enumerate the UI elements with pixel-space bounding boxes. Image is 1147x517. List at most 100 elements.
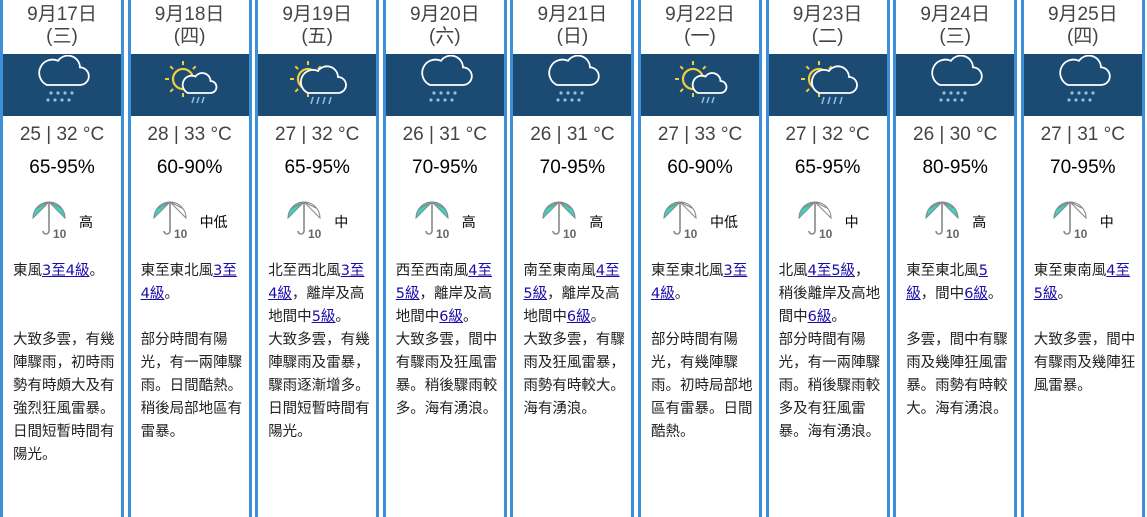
umbrella-icon: 10 <box>924 200 966 244</box>
wind-force-link[interactable]: 4至5級 <box>523 263 620 302</box>
forecast-day: 9月20日 (六) 26 | 31 °C 70-95% 10 高 西至西南風4至5級… <box>382 0 507 517</box>
cloud-rain-icon <box>537 54 607 115</box>
wind-force-link[interactable]: 3至4級 <box>268 263 365 302</box>
wind-forecast: 北至西北風3至4級，離岸及高地間中5級。 <box>268 260 370 329</box>
wind-text: 。 <box>89 263 104 279</box>
wind-force-link[interactable]: 3至4級 <box>651 263 748 302</box>
wind-force-link[interactable]: 4至5級 <box>395 263 493 302</box>
temperature-range: 25 | 32 °C <box>19 124 105 145</box>
humidity-range: 80-95% <box>922 157 988 178</box>
weekday-label: (四) <box>173 26 206 47</box>
wind-force-link[interactable]: 6級 <box>439 309 464 325</box>
weather-description: 大致多雲，有幾陣驟雨及雷暴，驟雨逐漸增多。日間短暫時間有陽光。 <box>268 332 370 440</box>
weekday-label: (六) <box>428 26 461 47</box>
wind-text: 。 <box>674 286 690 302</box>
humidity-range: 65-95% <box>284 157 350 178</box>
wind-forecast: 東至東北風3至4級。 <box>651 260 753 306</box>
rain-probability-label: 高 <box>461 215 476 231</box>
umbrella-icon: 10 <box>286 200 328 244</box>
wind-text: 東至東北風 <box>140 263 214 279</box>
date-label: 9月21日 <box>537 4 608 25</box>
rain-probability-label: 高 <box>79 215 93 231</box>
weekday-label: (日) <box>556 26 589 47</box>
weather-icon-band <box>641 54 759 116</box>
svg-text:10: 10 <box>563 227 577 240</box>
humidity-range: 70-95% <box>1050 157 1116 178</box>
forecast-day: 9月19日 (五) 27 | 32 °C 65-95% 10 中 北至西北風3至4級… <box>255 0 380 517</box>
humidity-range: 60-90% <box>156 157 223 178</box>
wind-forecast: 北風4至5級，稍後離岸及高地間中6級。 <box>779 260 881 329</box>
wind-text: 。 <box>831 309 846 325</box>
rain-probability-label: 高 <box>972 215 987 231</box>
wind-force-link[interactable]: 5級 <box>906 263 988 302</box>
weather-icon-band <box>3 54 121 116</box>
sun-behind-rain-cloud-icon <box>793 55 863 115</box>
forecast-date: 9月20日 (六) <box>386 0 504 54</box>
rain-probability-label: 中低 <box>199 215 228 231</box>
temperature-range: 26 | 30 °C <box>913 124 998 145</box>
sun-cloud-rain-icon <box>665 55 735 115</box>
weekday-label: (三) <box>46 26 78 47</box>
temperature-range: 27 | 32 °C <box>785 124 870 145</box>
wind-forecast: 東至東北風5級，間中6級。 <box>906 260 1008 306</box>
umbrella-icon: 10 <box>797 200 839 244</box>
rain-probability: 10 高 <box>3 200 121 244</box>
forecast-day: 9月25日 (四) 27 | 31 °C 70-95% 10 中 東至東南風4至5級… <box>1020 0 1145 517</box>
date-label: 9月17日 <box>27 4 97 25</box>
weather-description: 大致多雲，有幾陣驟雨，初時雨勢有時頗大及有強烈狂風雷暴。日間短暫時間有陽光。 <box>13 332 115 463</box>
wind-text: 東風 <box>13 263 42 279</box>
weather-description: 大致多雲，間中有驟雨及狂風雷暴。稍後驟雨較多。海有湧浪。 <box>395 332 498 417</box>
svg-text:10: 10 <box>819 227 833 240</box>
humidity-range: 70-95% <box>412 157 478 178</box>
wind-force-link[interactable]: 6級 <box>566 309 591 325</box>
wind-force-link[interactable]: 5級 <box>311 309 336 325</box>
temperature-range: 27 | 33 °C <box>657 124 743 145</box>
wind-text: 。 <box>164 286 179 302</box>
cloud-rain-icon <box>1048 54 1118 115</box>
weather-icon-band <box>385 54 504 116</box>
umbrella-icon: 10 <box>1052 200 1094 244</box>
rain-probability: 10 中 <box>1024 200 1142 244</box>
weather-icon-band <box>1023 54 1142 116</box>
umbrella-icon: 10 <box>31 200 73 244</box>
weather-description: 部分時間有陽光，有一兩陣驟雨。稍後驟雨較多及有狂風雷暴。海有湧浪。 <box>778 332 881 440</box>
wind-force-link[interactable]: 4至5級 <box>807 263 856 279</box>
rain-probability: 10 高 <box>513 200 631 244</box>
rain-probability-label: 中 <box>1099 215 1114 231</box>
wind-text: ，離岸及高地間中 <box>268 286 365 325</box>
forecast-day: 9月18日 (四) 28 | 33 °C 60-90% 10 中低 東至東北風3至4… <box>127 0 252 517</box>
temperature-range: 27 | 32 °C <box>275 124 360 145</box>
svg-text:10: 10 <box>174 227 188 240</box>
date-label: 9月23日 <box>792 4 863 25</box>
forecast-day: 9月21日 (日) 26 | 31 °C 70-95% 10 高 南至東南風4至5級… <box>510 0 635 517</box>
wind-force-link[interactable]: 4至5級 <box>1033 263 1131 302</box>
wind-force-link[interactable]: 3至4級 <box>140 263 237 302</box>
forecast-date: 9月23日 (二) <box>769 0 887 54</box>
wind-text: 。 <box>1057 286 1073 302</box>
rain-probability-label: 中 <box>334 215 349 231</box>
weather-icon-band <box>130 54 249 116</box>
humidity-range: 70-95% <box>539 157 606 178</box>
forecast-day: 9月23日 (二) 27 | 32 °C 65-95% 10 中 北風4至5級，稍後… <box>765 0 890 517</box>
svg-text:10: 10 <box>53 227 67 240</box>
wind-force-link[interactable]: 3至4級 <box>42 263 90 279</box>
forecast-date: 9月17日 (三) <box>3 0 121 54</box>
wind-forecast: 東至東北風3至4級。 <box>141 260 243 306</box>
forecast-date: 9月18日 (四) <box>131 0 249 54</box>
weather-description: 部分時間有陽光，有幾陣驟雨。初時局部地區有雷暴。日間酷熱。 <box>651 332 753 440</box>
wind-force-link[interactable]: 6級 <box>964 286 988 302</box>
weekday-label: (五) <box>301 26 334 47</box>
weekday-label: (一) <box>684 26 716 47</box>
wind-text: 北風 <box>778 263 808 279</box>
wind-force-link[interactable]: 6級 <box>807 309 832 325</box>
rain-probability: 10 中 <box>258 200 376 244</box>
humidity-range: 65-95% <box>794 157 861 178</box>
rain-probability: 10 中低 <box>131 200 249 244</box>
wind-text: 。 <box>335 309 350 325</box>
wind-text: 南至東南風 <box>523 263 596 279</box>
wind-text: 東至東北風 <box>906 263 979 279</box>
temperature-range: 28 | 33 °C <box>147 124 232 145</box>
forecast-day: 9月22日 (一) 27 | 33 °C 60-90% 10 中低 東至東北風3至4… <box>638 0 762 517</box>
date-label: 9月18日 <box>154 4 225 25</box>
weather-description: 多雲，間中有驟雨及幾陣狂風雷暴。雨勢有時較大。海有湧浪。 <box>906 332 1008 417</box>
